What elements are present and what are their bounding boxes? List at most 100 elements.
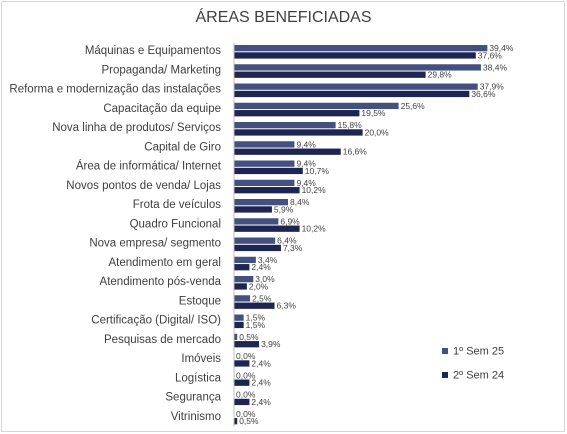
bar-series2 xyxy=(234,264,250,271)
bar-series2 xyxy=(234,187,300,194)
category-label: Propaganda/ Marketing xyxy=(101,64,221,76)
data-label: 0,0% xyxy=(236,409,256,419)
bar-series1 xyxy=(234,64,481,71)
category-label: Atendimento em geral xyxy=(108,257,221,269)
bar-series2 xyxy=(234,110,360,117)
category-label: Reforma e modernização das instalações xyxy=(9,84,221,96)
bar-series1 xyxy=(234,102,399,110)
bar-series2 xyxy=(234,206,272,213)
data-label: 5,9% xyxy=(274,204,294,214)
legend-label: 2º Sem 24 xyxy=(453,370,504,382)
bar-series2 xyxy=(234,341,260,348)
data-label: 2,0% xyxy=(249,281,269,291)
data-label: 10,2% xyxy=(302,185,327,195)
bar-series2 xyxy=(234,71,426,78)
category-label: Atendimento pós-venda xyxy=(100,276,222,288)
bar-series1 xyxy=(234,314,244,321)
data-label: 6,4% xyxy=(277,236,297,246)
bar-series2 xyxy=(234,90,470,98)
bar-series2 xyxy=(234,129,363,136)
data-label: 20,0% xyxy=(365,127,390,137)
category-label: Pesquisas de mercado xyxy=(104,334,221,346)
data-label: 2,4% xyxy=(251,397,271,407)
bar-series2 xyxy=(234,360,250,367)
bar-series1 xyxy=(234,179,295,187)
bar-series2 xyxy=(234,418,238,425)
bar-series2 xyxy=(234,148,341,155)
data-label: 0,5% xyxy=(239,332,259,342)
data-label: 37,9% xyxy=(480,82,505,92)
bar-series2 xyxy=(234,321,244,329)
category-label: Máquinas e Equipamentos xyxy=(85,45,221,57)
bar-series1 xyxy=(234,333,238,341)
data-label: 0,0% xyxy=(236,370,256,380)
data-label: 2,4% xyxy=(251,378,271,388)
data-label: 38,4% xyxy=(483,62,508,72)
category-label: Capital de Giro xyxy=(144,141,221,153)
bar-series1 xyxy=(234,160,295,167)
data-label: 3,9% xyxy=(261,339,281,349)
data-label: 0,0% xyxy=(236,351,256,361)
bar-series1 xyxy=(234,141,295,148)
data-label: 7,3% xyxy=(283,243,303,253)
data-label: 2,5% xyxy=(252,293,272,303)
data-label: 39,4% xyxy=(489,43,514,53)
category-label: Quadro Funcional xyxy=(130,218,221,230)
bar-series2 xyxy=(234,379,250,386)
data-label: 3,0% xyxy=(255,274,275,284)
category-label: Estoque xyxy=(179,295,221,307)
bar-series1 xyxy=(234,237,276,244)
data-label: 15,8% xyxy=(338,120,363,130)
category-label: Logística xyxy=(175,372,222,384)
data-label: 3,4% xyxy=(258,255,278,265)
bar-series2 xyxy=(234,302,275,309)
data-label: 2,4% xyxy=(251,358,271,368)
category-label: Vitrinismo xyxy=(171,411,221,423)
bar-series1 xyxy=(234,295,251,302)
data-label: 25,6% xyxy=(401,101,426,111)
bar-series2 xyxy=(234,52,476,59)
bar-series1 xyxy=(234,122,336,129)
data-label: 1,5% xyxy=(246,320,266,330)
data-label: 9,4% xyxy=(296,159,316,169)
data-label: 36,6% xyxy=(471,89,496,99)
category-label: Imóveis xyxy=(181,353,221,365)
data-label: 19,5% xyxy=(361,108,386,118)
data-label: 29,8% xyxy=(428,70,453,80)
legend-swatch xyxy=(442,372,448,378)
data-label: 0,0% xyxy=(236,390,256,400)
bar-series1 xyxy=(234,256,256,264)
bar-series2 xyxy=(234,244,281,252)
data-label: 9,4% xyxy=(296,178,316,188)
category-label: Nova empresa/ segmento xyxy=(89,238,221,250)
bar-series1 xyxy=(234,276,254,283)
chart-title: ÁREAS BENEFICIADAS xyxy=(195,9,372,26)
data-label: 37,6% xyxy=(478,50,503,60)
legend-label: 1º Sem 25 xyxy=(453,346,504,358)
category-label: Nova linha de produtos/ Serviços xyxy=(52,122,221,134)
data-label: 6,9% xyxy=(280,216,300,226)
bar-series2 xyxy=(234,167,303,175)
category-label: Frota de veículos xyxy=(133,199,221,211)
category-label: Novos pontos de venda/ Lojas xyxy=(66,180,221,192)
legend-swatch xyxy=(442,348,448,354)
data-label: 16,6% xyxy=(343,147,368,157)
bar-series1 xyxy=(234,199,289,206)
data-label: 8,4% xyxy=(290,197,310,207)
category-label: Segurança xyxy=(165,392,221,404)
bar-series1 xyxy=(234,45,488,52)
category-label: Capacitação da equipe xyxy=(103,103,221,115)
data-label: 6,3% xyxy=(277,301,297,311)
bar-series2 xyxy=(234,398,250,406)
data-label: 0,5% xyxy=(239,416,259,426)
bar-series1 xyxy=(234,218,279,225)
data-label: 9,4% xyxy=(296,139,316,149)
category-label: Área de informática/ Internet xyxy=(76,160,222,173)
bar-series2 xyxy=(234,225,300,232)
data-label: 10,7% xyxy=(305,166,330,176)
bar-series2 xyxy=(234,283,247,290)
data-label: 2,4% xyxy=(251,262,271,272)
data-label: 1,5% xyxy=(246,313,266,323)
data-label: 10,2% xyxy=(302,224,327,234)
